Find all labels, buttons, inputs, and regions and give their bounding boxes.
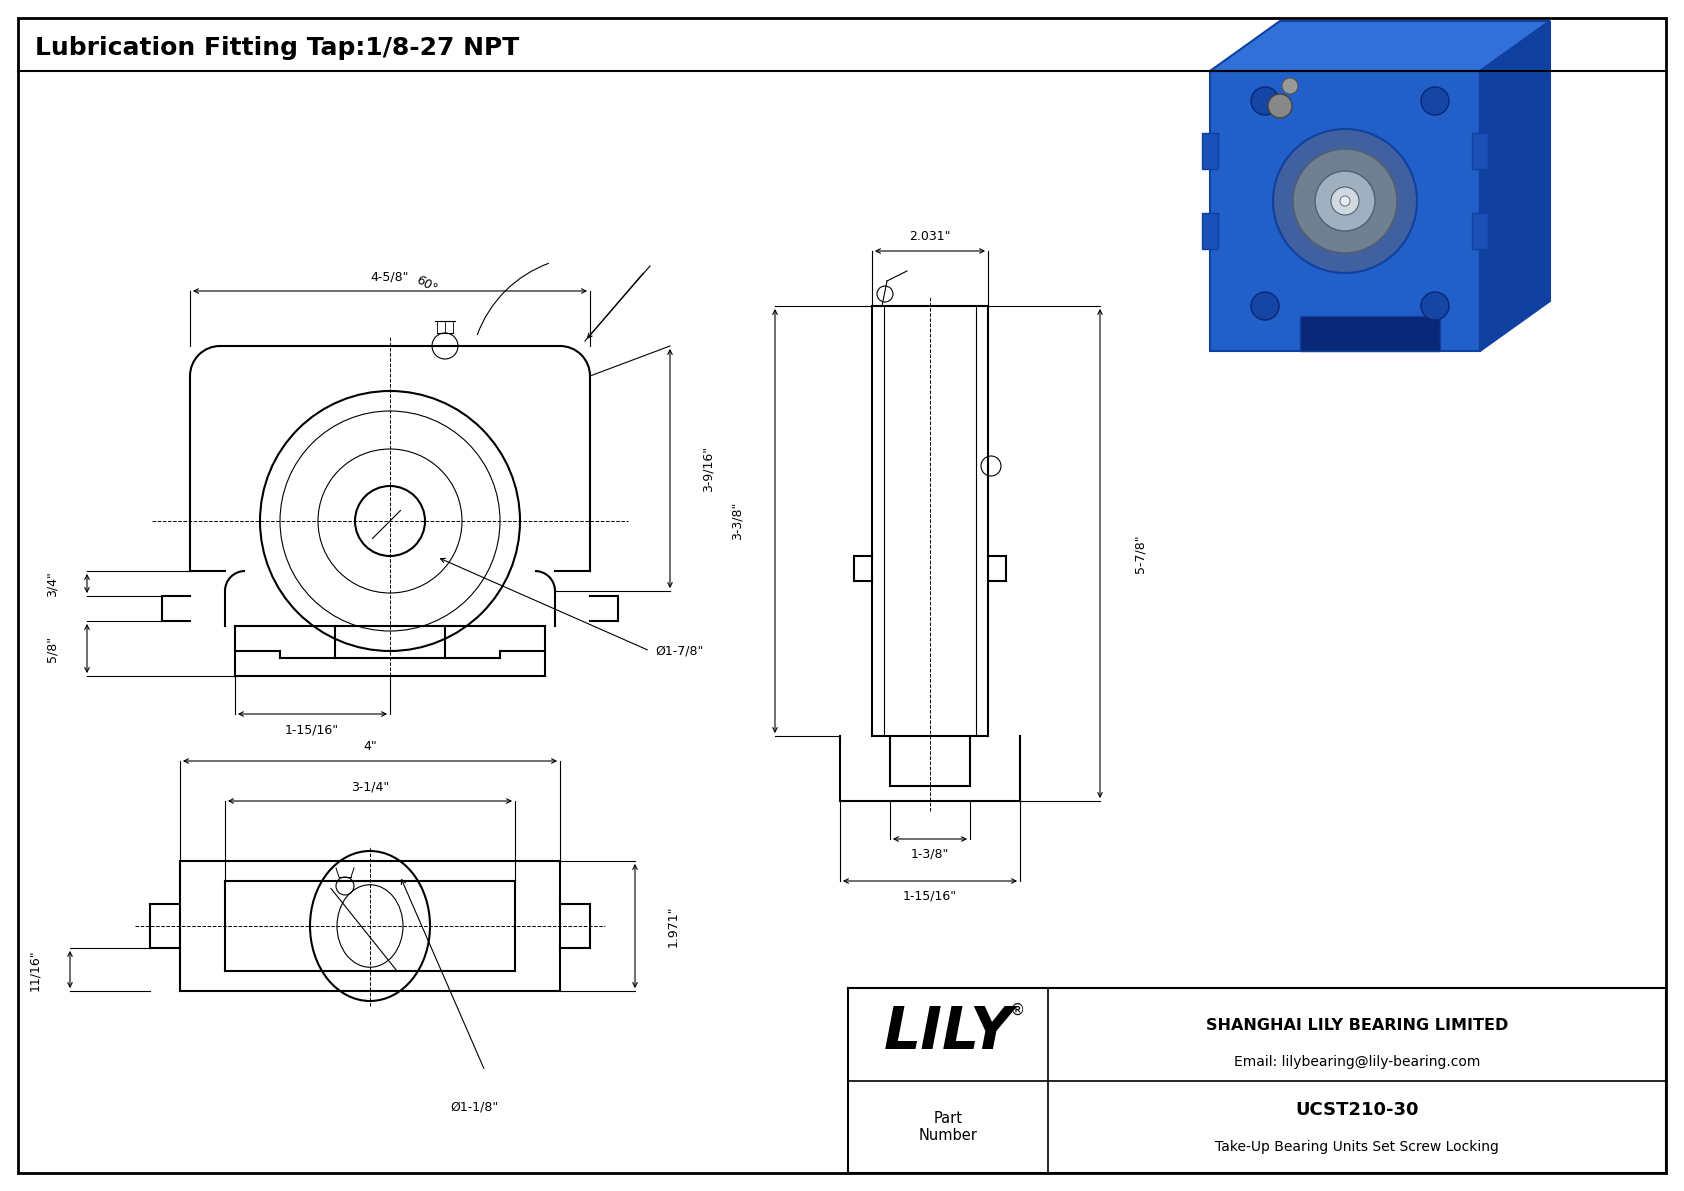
Text: Ø1-1/8": Ø1-1/8" [450,1100,498,1114]
Circle shape [1251,292,1280,320]
Circle shape [1282,77,1298,94]
Text: 1-15/16": 1-15/16" [903,890,957,903]
Text: UCST210-30: UCST210-30 [1295,1102,1418,1120]
Text: 2.031": 2.031" [909,231,951,243]
Text: Take-Up Bearing Units Set Screw Locking: Take-Up Bearing Units Set Screw Locking [1216,1140,1499,1154]
Text: Lubrication Fitting Tap:1/8-27 NPT: Lubrication Fitting Tap:1/8-27 NPT [35,36,519,60]
Text: 3-3/8": 3-3/8" [731,501,744,541]
Polygon shape [1211,21,1549,71]
Text: 5/8": 5/8" [45,636,59,662]
Circle shape [1273,129,1416,273]
Text: 1-15/16": 1-15/16" [285,723,338,736]
Circle shape [1421,87,1448,116]
Bar [1472,213,1489,249]
Circle shape [1268,94,1292,118]
Text: 3/4": 3/4" [45,570,59,597]
Circle shape [1251,87,1280,116]
Circle shape [1330,187,1359,216]
Circle shape [1315,172,1376,231]
Text: 5-7/8": 5-7/8" [1133,535,1147,573]
Text: 60°: 60° [413,273,440,295]
Polygon shape [1480,21,1549,351]
Polygon shape [1211,71,1480,351]
Text: Ø1-7/8": Ø1-7/8" [655,644,704,657]
Text: Email: lilybearing@lily-bearing.com: Email: lilybearing@lily-bearing.com [1234,1055,1480,1070]
Bar [1472,133,1489,169]
Bar [1202,213,1218,249]
Polygon shape [1300,316,1440,351]
Bar [1202,133,1218,169]
Circle shape [1293,149,1398,252]
Text: Part
Number: Part Number [918,1110,977,1143]
Circle shape [1421,292,1448,320]
Text: LILY: LILY [884,1004,1012,1061]
Text: 11/16": 11/16" [29,949,42,991]
Text: 3-1/4": 3-1/4" [350,780,389,793]
Text: 4": 4" [364,741,377,754]
Text: 1-3/8": 1-3/8" [911,848,950,861]
Text: 3-9/16": 3-9/16" [702,445,714,492]
Text: SHANGHAI LILY BEARING LIMITED: SHANGHAI LILY BEARING LIMITED [1206,1017,1509,1033]
Text: ®: ® [1010,1003,1026,1017]
Circle shape [1340,197,1351,206]
Text: 4-5/8": 4-5/8" [370,270,409,283]
Text: 1.971": 1.971" [667,905,680,947]
